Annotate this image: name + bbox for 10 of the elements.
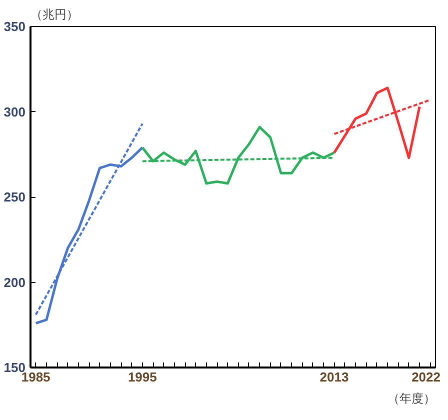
y-axis-title: （兆円） (30, 8, 78, 22)
y-tick-label: 200 (4, 274, 26, 290)
x-tick-label: 2022 (412, 370, 440, 384)
x-tick-label: 1995 (128, 370, 157, 384)
y-tick-label: 250 (4, 190, 26, 204)
y-tick-label: 350 (4, 19, 26, 34)
x-axis-title: （年度） (388, 392, 436, 406)
x-tick-label: 2013 (320, 370, 349, 384)
line-series (141, 126, 336, 185)
y-tick-label: 300 (4, 104, 26, 120)
